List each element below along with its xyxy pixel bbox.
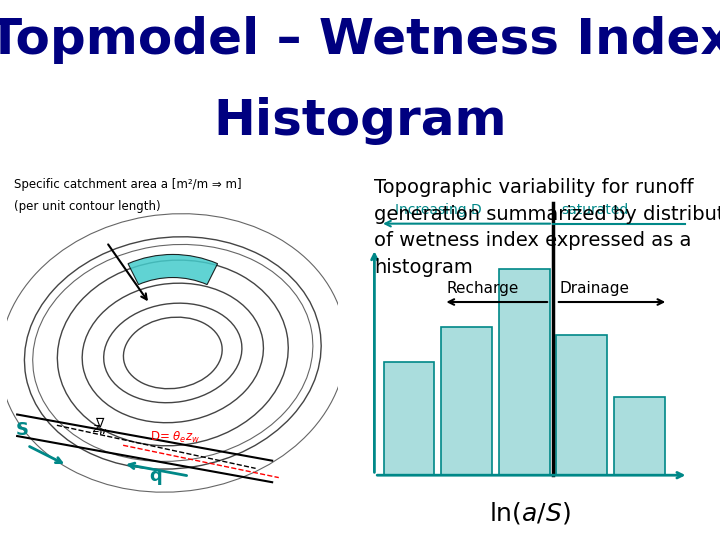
Text: Increasing D: Increasing D bbox=[395, 204, 481, 218]
Bar bbox=[499, 269, 549, 475]
Text: Histogram: Histogram bbox=[213, 97, 507, 145]
Bar bbox=[384, 362, 434, 475]
Text: S: S bbox=[16, 421, 29, 438]
Text: Recharge: Recharge bbox=[446, 281, 519, 296]
Text: Topographic variability for runoff
generation summarized by distribution
of wetn: Topographic variability for runoff gener… bbox=[374, 178, 720, 276]
Text: Topmodel – Wetness Index: Topmodel – Wetness Index bbox=[0, 16, 720, 64]
Text: $\ln(a/S)$: $\ln(a/S)$ bbox=[489, 500, 571, 526]
Text: $z_w$: $z_w$ bbox=[91, 424, 107, 437]
Text: Drainage: Drainage bbox=[560, 281, 630, 296]
Bar bbox=[557, 335, 607, 475]
Text: D= $\theta_e z_w$: D= $\theta_e z_w$ bbox=[150, 430, 199, 445]
Text: Specific catchment area a [m²/m ⇒ m]: Specific catchment area a [m²/m ⇒ m] bbox=[14, 178, 242, 191]
Bar bbox=[614, 397, 665, 475]
Text: (per unit contour length): (per unit contour length) bbox=[14, 200, 161, 213]
Bar bbox=[441, 327, 492, 475]
Text: q: q bbox=[150, 467, 163, 485]
Wedge shape bbox=[128, 254, 217, 285]
Text: saturated: saturated bbox=[562, 204, 629, 218]
Text: $\nabla$: $\nabla$ bbox=[95, 416, 105, 430]
